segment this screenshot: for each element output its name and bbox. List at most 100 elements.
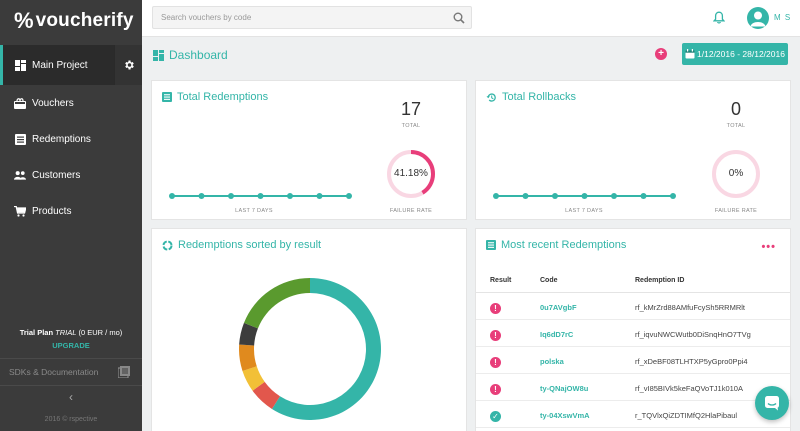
logo[interactable]: % voucherify (0, 0, 142, 42)
donut-chart-icon (162, 240, 173, 250)
table-row[interactable]: ! 0u7AVgbF rf_kMrZrd88AMfuFcySh5RRMRlt (476, 294, 790, 320)
donut-segment[interactable] (271, 278, 381, 420)
redemptions-by-result-card: Redemptions sorted by result (151, 228, 467, 431)
collapse-sidebar-button[interactable]: ‹ (69, 390, 73, 404)
sparkline-point (581, 193, 588, 199)
success-check-icon: ✓ (490, 411, 501, 422)
failure-rate-gauge (712, 150, 760, 198)
sidebar-item-label: Products (32, 205, 72, 217)
sdk-docs-link[interactable]: SDKs & Documentation (0, 358, 142, 386)
redemption-id: rf_kMrZrd88AMfuFcySh5RRMRlt (635, 303, 746, 312)
failure-alert-icon: ! (490, 330, 501, 341)
failure-rate-value: 0% (728, 168, 744, 179)
sparkline-point (346, 193, 352, 199)
copyright: 2016 © rspective (44, 416, 98, 423)
total-label: TOTAL (726, 123, 746, 129)
dashboard-icon (14, 59, 26, 71)
card-title: Total Rollbacks (486, 91, 576, 103)
avatar[interactable] (747, 7, 769, 29)
date-range-button[interactable]: 1/12/2016 - 28/12/2016 (682, 43, 788, 65)
upgrade-link[interactable]: UPGRADE (52, 341, 90, 350)
sidebar-item-customers[interactable]: Customers (0, 157, 142, 193)
gauge-fill (387, 150, 435, 198)
total-label: TOTAL (401, 123, 421, 129)
card-title-text: Most recent Redemptions (501, 239, 627, 251)
donut-segment[interactable] (239, 344, 257, 371)
sidebar-nav: Main Project Vouchers Redemptions Custom… (0, 45, 142, 229)
card-title: Redemptions sorted by result (162, 239, 321, 251)
total-redemptions-card: Total Redemptions 17 TOTAL LAST 7 DAYS 4… (151, 80, 467, 220)
card-title-text: Redemptions sorted by result (178, 239, 322, 251)
table-row[interactable]: ✓ ty-04XswVmA r_TQVlxQiZDTIMfQ2HlaPibaul (476, 402, 790, 428)
rollbacks-sparkline (493, 193, 676, 199)
sidebar-item-label: Vouchers (32, 97, 74, 109)
redemption-code[interactable]: Iq6dD7rC (540, 330, 574, 339)
failure-alert-icon: ! (490, 357, 501, 368)
redemption-code[interactable]: ty-QNajOW8u (540, 384, 589, 393)
redemption-id: rf_iqvuNWCWutb0DiSnqHnO7TVg (635, 330, 751, 339)
sparkline-point (493, 193, 499, 199)
card-title: Most recent Redemptions (486, 239, 626, 251)
sidebar-item-redemptions[interactable]: Redemptions (0, 121, 142, 157)
donut-segment[interactable] (252, 381, 280, 409)
search-input[interactable] (153, 7, 443, 28)
more-options-icon[interactable]: ••• (761, 241, 776, 253)
cart-icon (14, 205, 26, 217)
dashboard-icon (153, 49, 164, 61)
sidebar-item-products[interactable]: Products (0, 193, 142, 229)
donut-segment[interactable] (243, 278, 310, 329)
table-row[interactable]: ! polska rf_xDeBF08TLHTXP5yGpro0Ppi4 (476, 348, 790, 374)
donut-segment[interactable] (239, 322, 258, 346)
sparkline-point (228, 193, 234, 199)
redemption-code[interactable]: 0u7AVgbF (540, 303, 577, 312)
sparkline-point (287, 193, 293, 199)
sparkline-point (522, 193, 529, 199)
sparkline-point (670, 193, 676, 199)
page-title-text: Dashboard (169, 48, 228, 62)
sparkline-point (169, 193, 175, 199)
sparkline-point (552, 193, 558, 199)
bell-icon[interactable] (712, 11, 726, 29)
calendar-icon (685, 49, 695, 59)
sparkline-point (611, 193, 617, 199)
period-label: LAST 7 DAYS (235, 208, 273, 214)
sidebar: % voucherify Main Project Vouchers Redem… (0, 0, 142, 431)
sidebar-item-label: Redemptions (32, 133, 91, 145)
redemption-id: rf_xDeBF08TLHTXP5yGpro0Ppi4 (635, 357, 748, 366)
chat-icon (765, 396, 779, 411)
sparkline-point (316, 193, 323, 199)
plan-info: Trial Plan TRIAL (0 EUR / mo) UPGRADE (0, 328, 142, 350)
book-icon (117, 366, 130, 380)
vouchers-icon (14, 97, 26, 109)
date-range-text: 1/12/2016 - 28/12/2016 (697, 49, 785, 59)
add-button[interactable]: + (655, 48, 667, 60)
total-rollbacks-card: Total Rollbacks 0 TOTAL LAST 7 DAYS 0% F… (475, 80, 791, 220)
table-row[interactable]: ! ty-QNajOW8u rf_vI85BIVk5keFaQVoTJ1k010A (476, 375, 790, 401)
failure-rate-label: FAILURE RATE (389, 208, 433, 214)
card-title-text: Total Rollbacks (502, 91, 576, 103)
chat-launcher-button[interactable] (755, 386, 789, 420)
subheader: Dashboard + 1/12/2016 - 28/12/2016 (142, 38, 800, 73)
sidebar-item-vouchers[interactable]: Vouchers (0, 85, 142, 121)
failure-rate-gauge (387, 150, 435, 198)
user-initials[interactable]: M S (774, 13, 792, 22)
redemption-code[interactable]: polska (540, 357, 564, 366)
card-title-text: Total Redemptions (177, 91, 269, 103)
column-result: Result (490, 277, 512, 284)
table-row[interactable]: ! Iq6dD7rC rf_iqvuNWCWutb0DiSnqHnO7TVg (476, 321, 790, 347)
sidebar-item-main-project[interactable]: Main Project (0, 45, 142, 85)
logo-text: voucherify (35, 10, 134, 31)
sidebar-item-label: Main Project (32, 59, 88, 71)
card-title: Total Redemptions (162, 91, 268, 103)
result-donut-chart (239, 278, 381, 420)
recent-redemptions-card: Most recent Redemptions ••• Result Code … (475, 228, 791, 431)
plan-price: (0 EUR / mo) (78, 328, 123, 337)
donut-segment[interactable] (242, 366, 265, 391)
gear-icon[interactable] (114, 45, 142, 85)
redemption-code[interactable]: ty-04XswVmA (540, 411, 590, 420)
search-icon[interactable] (453, 11, 465, 29)
search-box (152, 6, 472, 29)
page-title: Dashboard (153, 48, 228, 62)
sidebar-item-label: Customers (32, 169, 81, 181)
topbar: M S (142, 0, 800, 37)
